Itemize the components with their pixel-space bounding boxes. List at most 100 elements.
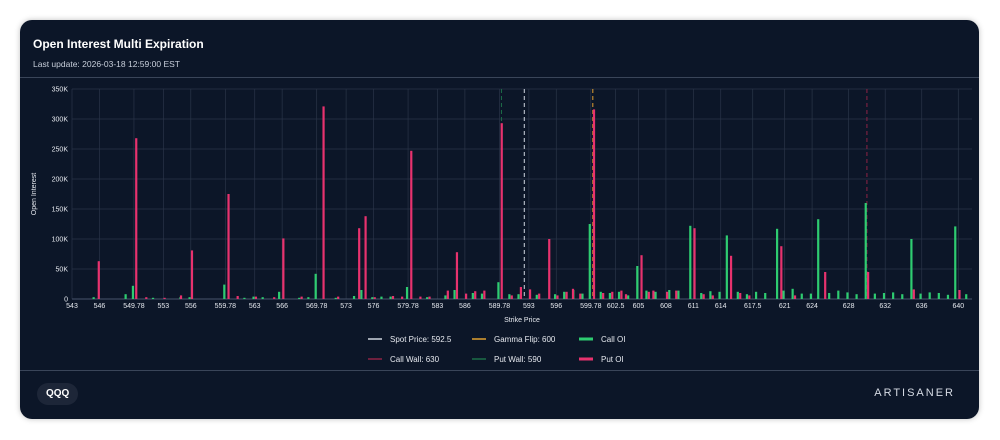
x-tick-label: 579.78 bbox=[397, 303, 419, 310]
put-oi-bar bbox=[190, 250, 194, 299]
x-tick-label: 624 bbox=[806, 303, 818, 310]
call-oi-bar bbox=[471, 293, 474, 299]
call-oi-bar bbox=[764, 293, 767, 299]
call-oi-bar bbox=[508, 294, 511, 299]
call-oi-bar bbox=[307, 297, 310, 299]
call-oi-bar bbox=[782, 290, 785, 299]
x-tick-label: 566 bbox=[276, 303, 288, 310]
y-tick-label: 300K bbox=[52, 117, 69, 124]
ticker-badge[interactable]: QQQ bbox=[37, 383, 79, 405]
call-oi-bar bbox=[837, 290, 840, 299]
put-oi-bar bbox=[548, 239, 551, 299]
x-tick-label: 549.78 bbox=[123, 303, 145, 310]
put-oi-bar bbox=[739, 293, 742, 299]
x-tick-label: 621 bbox=[779, 303, 791, 310]
put-oi-bar bbox=[912, 289, 915, 299]
last-update: Last update: 2026-03-18 12:59:00 EST bbox=[33, 59, 180, 69]
put-oi-bar bbox=[652, 290, 655, 299]
put-oi-bar bbox=[337, 296, 340, 299]
call-oi-bar bbox=[553, 294, 557, 299]
y-tick-label: 50K bbox=[56, 267, 69, 274]
y-tick-label: 100K bbox=[52, 237, 69, 244]
x-tick-label: 569.78 bbox=[306, 303, 328, 310]
call-oi-bar bbox=[563, 291, 566, 299]
put-oi-bar bbox=[446, 290, 449, 299]
call-oi-bar bbox=[599, 291, 602, 299]
legend-item-label: Spot Price: 592.5 bbox=[390, 335, 452, 344]
put-oi-bar bbox=[163, 297, 166, 299]
x-tick-label: 617.5 bbox=[744, 303, 762, 310]
put-oi-bar bbox=[538, 293, 541, 299]
put-oi-bar bbox=[620, 290, 623, 299]
x-tick-label: 573 bbox=[340, 303, 352, 310]
divider bbox=[20, 77, 979, 78]
put-oi-bar bbox=[401, 296, 404, 299]
y-tick-label: 0 bbox=[64, 297, 68, 304]
put-oi-bar bbox=[793, 295, 797, 299]
x-tick-label: 632 bbox=[879, 303, 891, 310]
call-oi-bar bbox=[928, 292, 931, 299]
x-tick-label: 614 bbox=[715, 303, 727, 310]
call-oi-bar bbox=[261, 297, 264, 299]
put-oi-bar bbox=[227, 194, 230, 299]
call-oi-bar bbox=[718, 291, 721, 299]
call-oi-bar bbox=[151, 297, 155, 299]
put-oi-bar bbox=[729, 255, 733, 299]
x-tick-label: 605 bbox=[633, 303, 645, 310]
put-oi-bar bbox=[780, 246, 783, 299]
call-oi-bar bbox=[700, 293, 703, 299]
call-oi-bar bbox=[645, 290, 648, 299]
y-tick-label: 150K bbox=[52, 207, 69, 214]
call-oi-bar bbox=[965, 294, 968, 299]
call-oi-bar bbox=[882, 293, 886, 299]
call-oi-bar bbox=[873, 293, 876, 299]
x-tick-label: 611 bbox=[688, 303, 699, 310]
call-oi-bar bbox=[892, 292, 895, 299]
call-oi-bar bbox=[131, 285, 135, 299]
call-oi-bar bbox=[371, 297, 374, 299]
legend-item-label: Put OI bbox=[601, 355, 624, 364]
call-oi-bar bbox=[352, 296, 356, 299]
x-tick-label: 599.78 bbox=[580, 303, 602, 310]
put-oi-bar bbox=[647, 291, 650, 299]
put-oi-bar bbox=[592, 109, 596, 300]
x-tick-label: 553 bbox=[158, 303, 170, 310]
y-tick-label: 350K bbox=[52, 87, 69, 94]
put-oi-bar bbox=[565, 291, 568, 299]
put-oi-bar bbox=[611, 291, 614, 299]
y-tick-label: 250K bbox=[52, 147, 69, 154]
chart-title: Open Interest Multi Expiration bbox=[33, 37, 204, 51]
x-tick-label: 628 bbox=[843, 303, 855, 310]
call-oi-bar bbox=[689, 225, 692, 299]
call-oi-bar bbox=[817, 219, 820, 299]
x-tick-label: 636 bbox=[916, 303, 928, 310]
divider bbox=[20, 370, 979, 371]
call-oi-bar bbox=[954, 226, 957, 299]
call-oi-bar bbox=[636, 266, 639, 299]
x-tick-label: 543 bbox=[66, 303, 78, 310]
put-oi-bar bbox=[579, 293, 582, 299]
call-oi-bar bbox=[937, 293, 940, 299]
put-oi-bar bbox=[419, 296, 422, 299]
x-tick-label: 583 bbox=[432, 303, 444, 310]
call-oi-bar bbox=[497, 282, 500, 299]
call-oi-bar bbox=[608, 293, 611, 299]
call-oi-bar bbox=[901, 294, 904, 299]
call-oi-bar bbox=[709, 291, 712, 299]
put-oi-bar bbox=[748, 295, 751, 299]
call-oi-bar bbox=[725, 235, 728, 299]
put-oi-bar bbox=[300, 296, 303, 299]
call-oi-bar bbox=[809, 293, 813, 299]
call-oi-bar bbox=[668, 290, 671, 299]
x-tick-label: 593 bbox=[523, 303, 535, 310]
put-oi-bar bbox=[135, 138, 138, 299]
put-oi-bar bbox=[474, 291, 477, 299]
put-oi-bar bbox=[519, 287, 523, 299]
brand-logo: ARTISANER bbox=[874, 387, 955, 399]
put-oi-bar bbox=[528, 289, 532, 299]
put-oi-bar bbox=[428, 296, 431, 299]
call-oi-bar bbox=[627, 295, 630, 299]
call-oi-bar bbox=[910, 239, 913, 299]
call-oi-bar bbox=[188, 297, 191, 299]
put-oi-bar bbox=[571, 288, 575, 299]
